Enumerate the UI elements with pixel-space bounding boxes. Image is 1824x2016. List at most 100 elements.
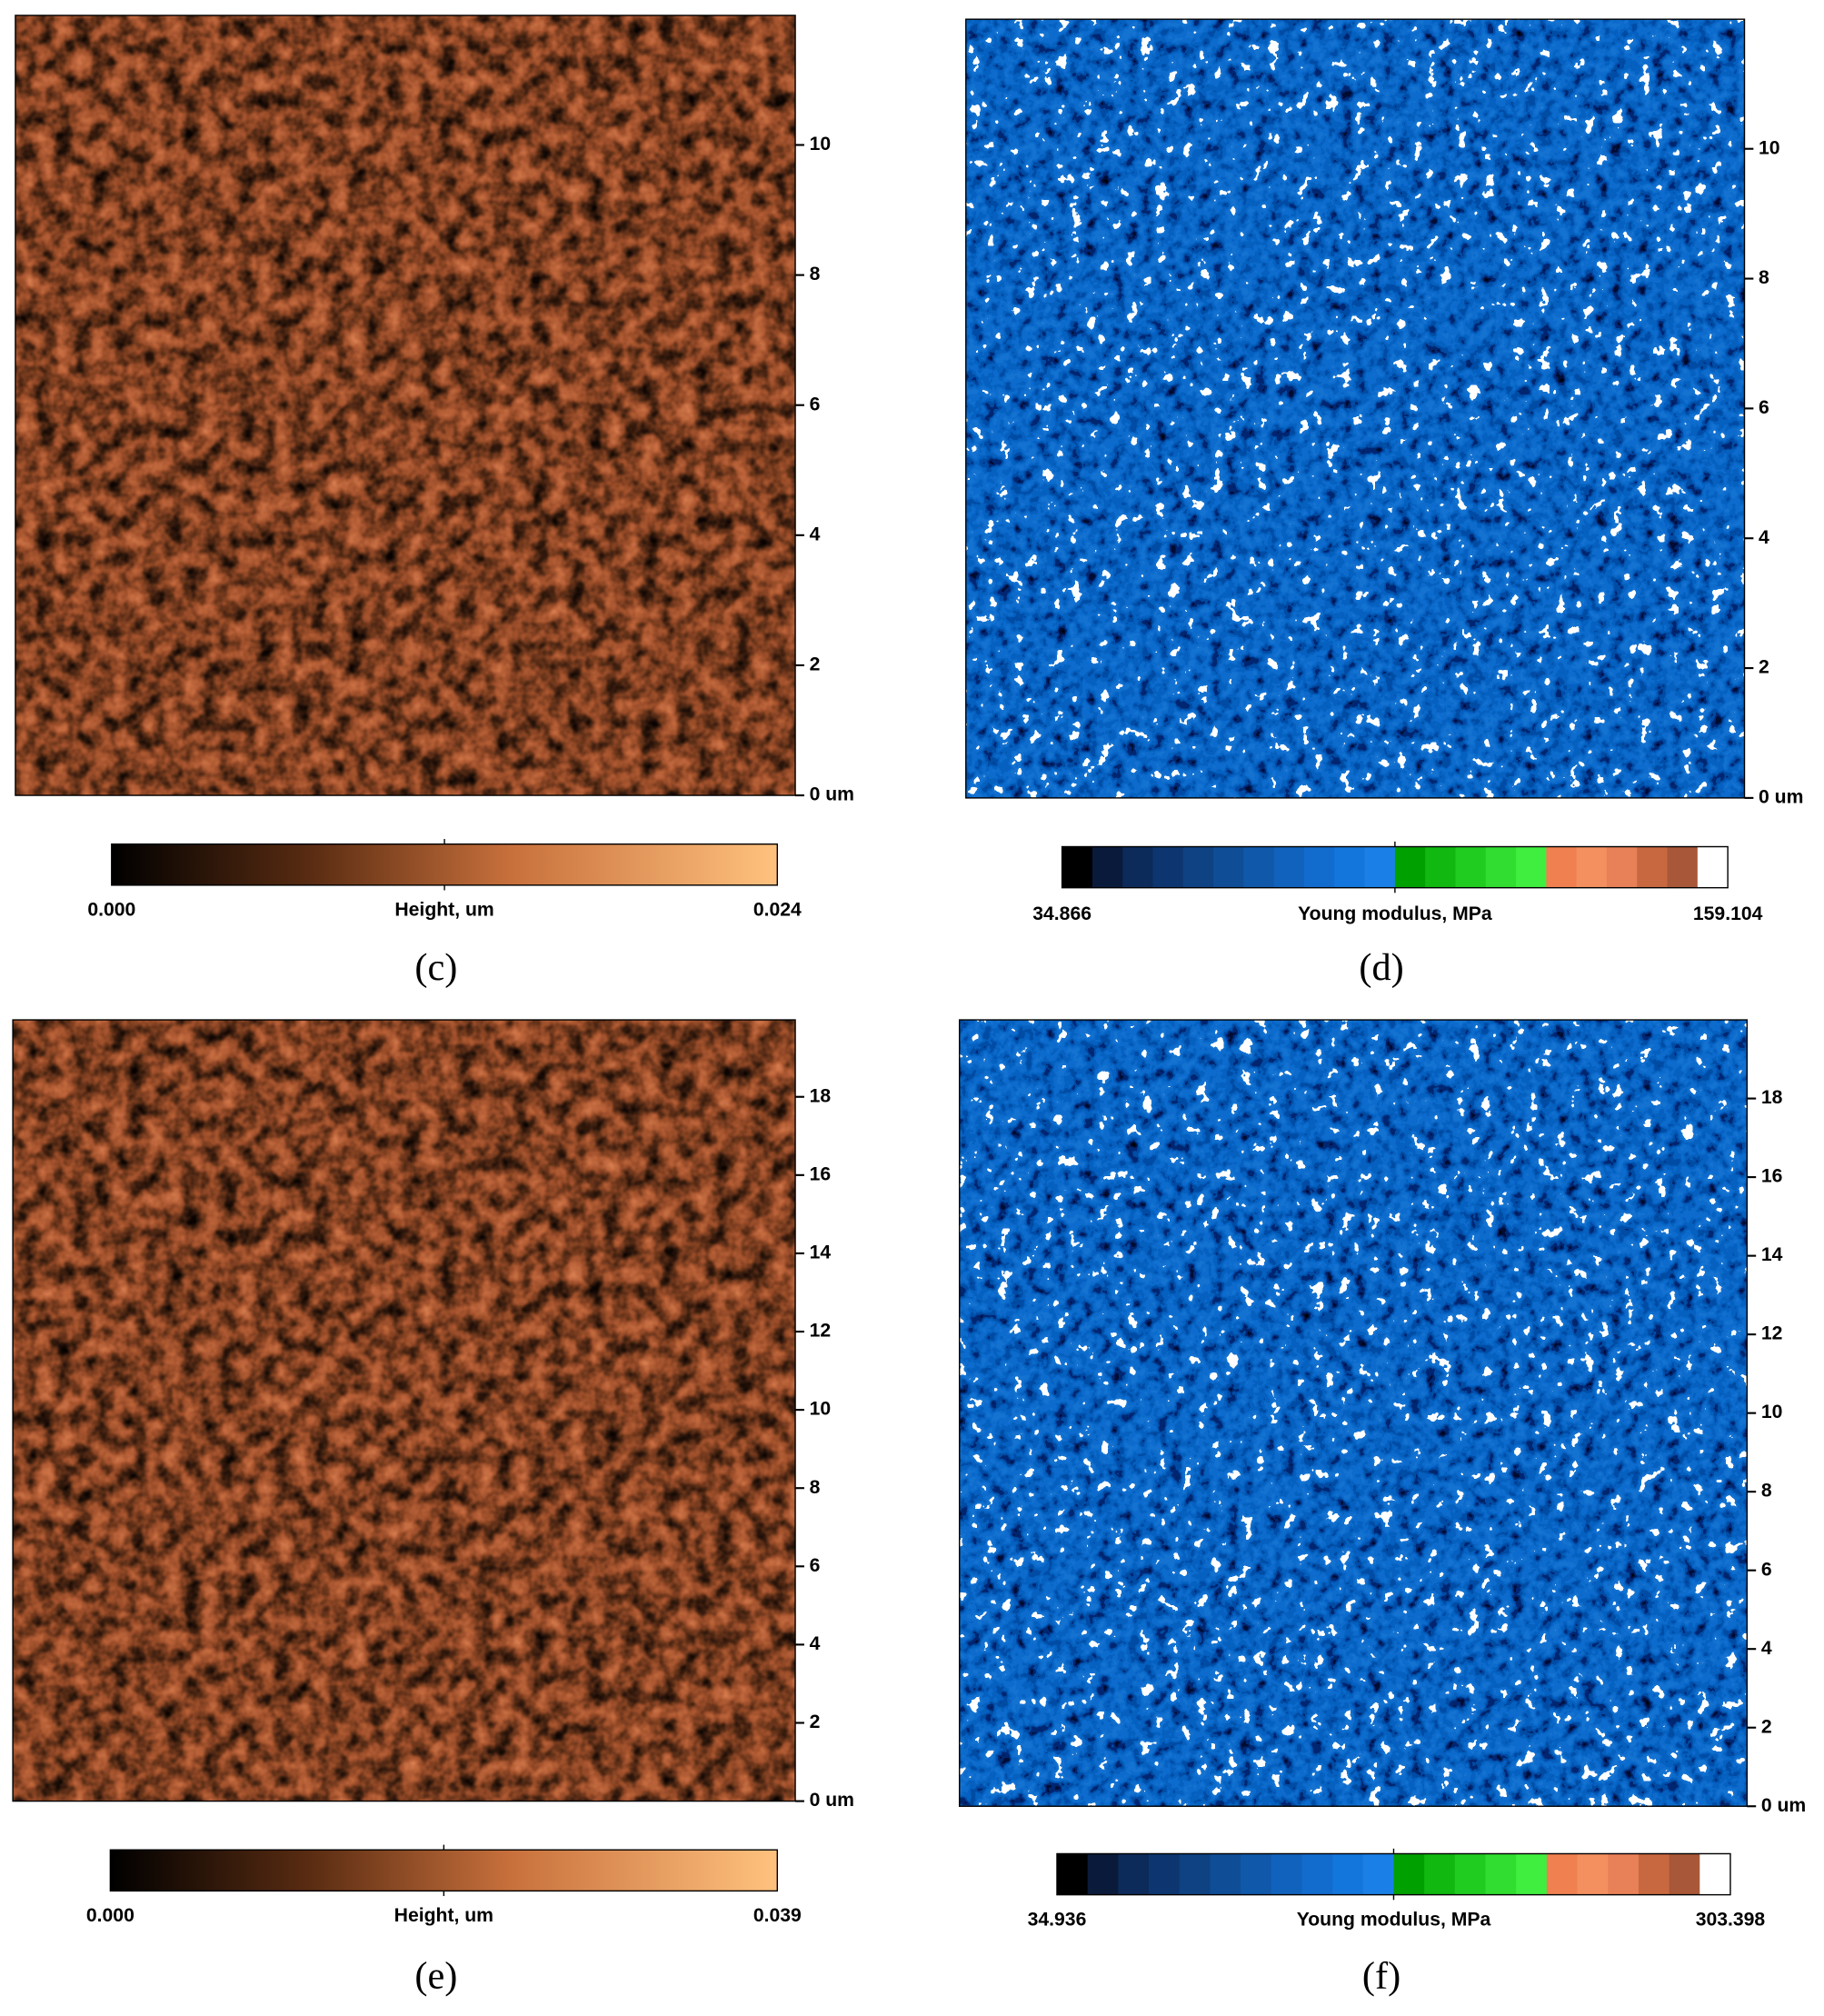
panel-label: (d): [1359, 946, 1403, 989]
afm-image: [959, 1020, 1748, 1807]
y-tick-label: 16: [1761, 1166, 1783, 1187]
colorbar-title: Height, um: [394, 900, 493, 921]
colorbar-segment: [1152, 846, 1184, 888]
colorbar-min: 0.000: [87, 900, 135, 921]
colorbar-segment: [1546, 846, 1578, 888]
colorbar-segment: [1516, 846, 1548, 888]
y-tick-label: 8: [1759, 267, 1769, 288]
colorbar-segment: [1637, 846, 1669, 888]
colorbar-segment: [1213, 846, 1245, 888]
panel-label: (f): [1362, 1954, 1400, 1997]
colorbar: [110, 1850, 778, 1891]
colorbar-segment: [1667, 846, 1699, 888]
y-tick-label: 4: [810, 524, 821, 544]
colorbar-segment: [1485, 846, 1517, 888]
colorbar-segment: [1091, 846, 1123, 888]
colorbar-segment: [1425, 846, 1457, 888]
y-tick-label: 2: [1759, 657, 1769, 678]
y-tick-label: 10: [810, 134, 832, 155]
colorbar-segment: [1576, 846, 1608, 888]
y-tick-label: 12: [810, 1321, 832, 1342]
panel: 0 um 2 4 6 8 10 12 14 16 18 0.000 Height, um 0.039 (e…: [12, 1019, 854, 1997]
colorbar-segment: [1454, 1853, 1487, 1895]
colorbar-segment: [1362, 1853, 1395, 1895]
colorbar-segment: [1271, 1853, 1303, 1895]
colorbar-segment: [1273, 846, 1305, 888]
y-tick-label: 6: [810, 394, 821, 414]
colorbar-segment: [1062, 846, 1093, 888]
y-tick-label: 18: [810, 1085, 832, 1106]
panel: 0 um 2 4 6 8 10 12 14 16 18 34.936 Young modulus, M…: [959, 1019, 1806, 1997]
colorbar-segment: [1455, 846, 1487, 888]
y-tick-label: 10: [1761, 1402, 1783, 1422]
colorbar-segment: [1334, 846, 1366, 888]
colorbar-segment: [1332, 1853, 1364, 1895]
y-tick-label: 0 um: [1759, 786, 1803, 807]
colorbar-segment: [1087, 1853, 1120, 1895]
y-tick-label: 0 um: [810, 1790, 854, 1811]
afm-image: [15, 15, 796, 796]
y-tick-label: 18: [1761, 1087, 1783, 1108]
colorbar-segment: [1394, 846, 1426, 888]
colorbar: [111, 843, 778, 885]
colorbar-segment: [1179, 1853, 1211, 1895]
y-tick-label: 0 um: [810, 784, 854, 805]
panel-label: (c): [414, 946, 457, 989]
y-tick-label: 10: [1759, 137, 1780, 158]
y-tick-label: 6: [1761, 1559, 1772, 1580]
colorbar-segment: [1697, 846, 1729, 888]
y-tick-label: 4: [1759, 527, 1769, 548]
colorbar-segment: [1393, 1853, 1425, 1895]
colorbar-segment: [1241, 1853, 1272, 1895]
y-tick-label: 4: [810, 1633, 821, 1654]
colorbar-segment: [1516, 1853, 1548, 1895]
afm-image: [965, 19, 1745, 798]
y-tick-label: 14: [810, 1243, 832, 1263]
y-tick-label: 12: [1761, 1323, 1783, 1344]
colorbar-max: 0.024: [753, 900, 802, 921]
colorbar-segment: [1485, 1853, 1517, 1895]
y-tick-label: 8: [810, 264, 821, 284]
panel-label: (e): [414, 1954, 457, 1997]
colorbar-segment: [1364, 846, 1396, 888]
colorbar-segment: [1210, 1853, 1241, 1895]
colorbar-segment: [1638, 1853, 1670, 1895]
y-tick-label: 8: [1761, 1481, 1772, 1502]
colorbar-segment: [1118, 1853, 1150, 1895]
y-tick-label: 14: [1761, 1244, 1783, 1265]
y-tick-label: 8: [810, 1477, 821, 1498]
colorbar-segment: [1577, 1853, 1609, 1895]
colorbar-min: 34.936: [1028, 1909, 1087, 1930]
colorbar-segment: [1606, 846, 1638, 888]
colorbar-segment: [1699, 1853, 1731, 1895]
y-tick-label: 16: [810, 1163, 832, 1184]
panel: 0 um 2 4 6 8 10 0.000 Height, um 0.024 (c): [15, 15, 854, 989]
colorbar-segment: [1149, 1853, 1181, 1895]
y-tick-label: 6: [1759, 397, 1769, 418]
colorbar-max: 159.104: [1693, 903, 1763, 924]
y-tick-label: 2: [1761, 1716, 1772, 1737]
colorbar-title: Young modulus, MPa: [1298, 903, 1492, 924]
colorbar-title: Height, um: [394, 1905, 493, 1926]
colorbar-segment: [1669, 1853, 1700, 1895]
colorbar-max: 0.039: [753, 1905, 802, 1926]
y-tick-label: 6: [810, 1555, 821, 1576]
colorbar-segment: [1243, 846, 1275, 888]
colorbar-segment: [1182, 846, 1214, 888]
colorbar-min: 0.000: [86, 1905, 135, 1926]
colorbar-segment: [1608, 1853, 1640, 1895]
colorbar-segment: [1424, 1853, 1456, 1895]
y-tick-label: 2: [810, 654, 821, 675]
y-tick-label: 0 um: [1761, 1795, 1806, 1816]
colorbar-segment: [1122, 846, 1154, 888]
panel: 0 um 2 4 6 8 10 34.866 Young modulus, MPa 159.10…: [965, 18, 1803, 989]
y-tick-label: 2: [810, 1712, 821, 1732]
colorbar-segment: [1301, 1853, 1333, 1895]
colorbar-segment: [1546, 1853, 1579, 1895]
colorbar-segment: [1056, 1853, 1089, 1895]
colorbar-min: 34.866: [1032, 903, 1091, 924]
afm-image: [13, 1020, 796, 1801]
colorbar-segment: [1304, 846, 1336, 888]
